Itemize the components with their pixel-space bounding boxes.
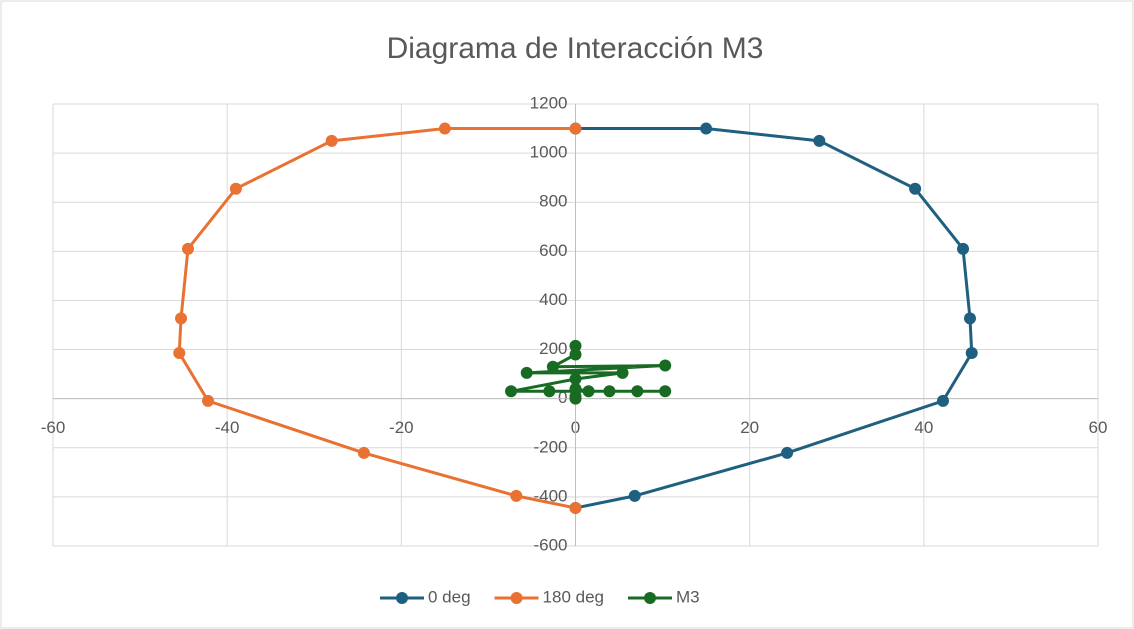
point: [781, 446, 794, 459]
point: [510, 489, 523, 502]
x-tick-label: 40: [914, 418, 933, 437]
point: [700, 122, 713, 135]
point: [229, 182, 242, 195]
point: [965, 346, 978, 359]
y-tick-label: 0: [558, 388, 567, 407]
y-tick-label: 200: [539, 339, 567, 358]
legend-label: 0 deg: [428, 587, 471, 606]
point: [813, 134, 826, 147]
point: [505, 385, 518, 398]
point: [569, 373, 582, 386]
legend-marker: [644, 592, 656, 604]
point: [659, 385, 672, 398]
y-tick-label: -600: [533, 535, 567, 554]
point: [582, 385, 595, 398]
point: [175, 312, 188, 325]
x-tick-label: -60: [41, 418, 66, 437]
point: [616, 366, 629, 379]
legend-marker: [396, 592, 408, 604]
point: [173, 346, 186, 359]
x-tick-label: 20: [740, 418, 759, 437]
point: [628, 489, 641, 502]
point: [325, 134, 338, 147]
point: [631, 385, 644, 398]
point: [603, 385, 616, 398]
point: [202, 394, 215, 407]
legend-label: 180 deg: [543, 587, 604, 606]
point: [909, 182, 922, 195]
chart-title: Diagrama de Interacción M3: [387, 32, 764, 65]
point: [936, 394, 949, 407]
point: [957, 242, 970, 255]
y-tick-label: 800: [539, 192, 567, 211]
point: [357, 446, 370, 459]
point: [569, 339, 582, 352]
point: [963, 312, 976, 325]
point: [569, 392, 582, 405]
y-tick-label: 400: [539, 290, 567, 309]
point: [569, 122, 582, 135]
point: [438, 122, 451, 135]
y-tick-label: -200: [533, 437, 567, 456]
legend-label: M3: [676, 587, 700, 606]
y-tick-label: 1200: [530, 93, 568, 112]
x-tick-label: 60: [1089, 418, 1108, 437]
point: [520, 366, 533, 379]
y-tick-label: 600: [539, 241, 567, 260]
point: [546, 360, 559, 373]
point: [569, 501, 582, 514]
x-tick-label: -40: [215, 418, 240, 437]
point: [543, 385, 556, 398]
point: [569, 348, 582, 361]
y-tick-label: 1000: [530, 143, 568, 162]
point: [659, 359, 672, 372]
legend-marker: [510, 592, 523, 604]
x-tick-label: -20: [389, 418, 414, 437]
point: [181, 242, 194, 255]
